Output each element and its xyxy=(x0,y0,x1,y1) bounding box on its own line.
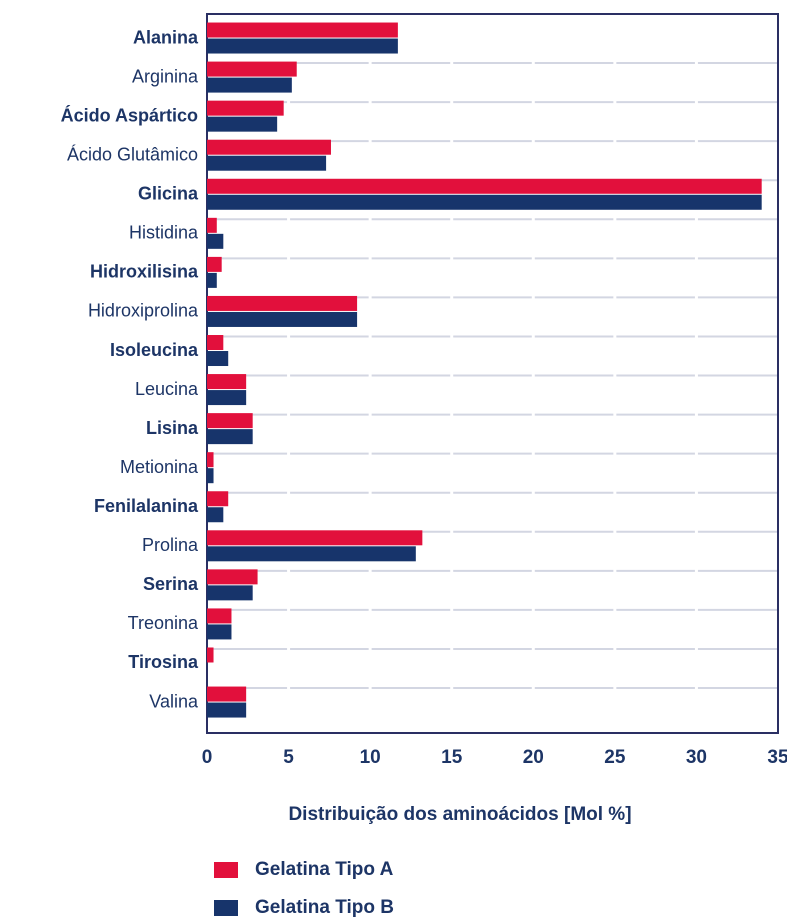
bar xyxy=(207,233,224,249)
x-tick-label: 20 xyxy=(523,747,544,768)
y-tick-label: Lisina xyxy=(146,418,199,438)
x-tick-label: 0 xyxy=(202,747,213,768)
bar xyxy=(207,546,416,562)
bar xyxy=(207,22,398,38)
bar xyxy=(207,217,217,233)
bar xyxy=(207,491,229,507)
y-tick-label: Metionina xyxy=(120,457,199,477)
bar xyxy=(207,61,297,77)
y-tick-label: Alanina xyxy=(133,27,199,47)
bar xyxy=(207,155,327,171)
bar xyxy=(207,530,423,546)
x-tick-label: 25 xyxy=(604,747,626,768)
bar xyxy=(207,429,253,445)
bar xyxy=(207,647,214,663)
bar xyxy=(207,311,358,327)
bar xyxy=(207,295,358,311)
y-tick-label: Hidroxiprolina xyxy=(88,301,199,321)
y-tick-label: Glicina xyxy=(138,184,199,204)
y-tick-label: Prolina xyxy=(142,535,199,555)
bar xyxy=(207,507,224,523)
bar xyxy=(207,351,229,367)
y-tick-label: Treonina xyxy=(128,613,199,633)
bar xyxy=(207,585,253,601)
bar xyxy=(207,194,762,210)
bar xyxy=(207,390,247,406)
bar xyxy=(207,624,232,640)
y-tick-label: Ácido Aspártico xyxy=(61,104,198,125)
bar xyxy=(207,569,258,585)
y-tick-label: Serina xyxy=(143,574,199,594)
bar xyxy=(207,100,284,116)
bar xyxy=(207,38,398,54)
bar xyxy=(207,77,292,93)
bar xyxy=(207,686,247,702)
bar xyxy=(207,335,224,351)
x-tick-label: 5 xyxy=(283,747,294,768)
y-tick-label: Tirosina xyxy=(128,652,199,672)
y-tick-label: Isoleucina xyxy=(110,340,199,360)
bar xyxy=(207,272,217,288)
y-tick-label: Fenilalanina xyxy=(94,496,199,516)
plot-frame xyxy=(206,13,779,734)
bar xyxy=(207,702,247,718)
x-tick-label: 35 xyxy=(767,747,787,768)
legend-label: Gelatina Tipo A xyxy=(255,859,394,880)
bar xyxy=(207,116,278,132)
bar xyxy=(207,468,214,484)
bar xyxy=(207,178,762,194)
bar xyxy=(207,608,232,624)
y-tick-label: Ácido Glutâmico xyxy=(67,144,198,164)
x-tick-label: 30 xyxy=(686,747,707,768)
bar xyxy=(207,413,253,429)
y-tick-label: Hidroxilisina xyxy=(90,262,199,282)
bar xyxy=(207,139,331,155)
legend-label: Gelatina Tipo B xyxy=(255,897,394,918)
x-axis-label: Distribuição dos aminoácidos [Mol %] xyxy=(288,804,631,825)
y-tick-label: Leucina xyxy=(135,379,199,399)
bar xyxy=(207,452,214,468)
legend-swatch xyxy=(214,862,238,878)
x-tick-label: 10 xyxy=(360,747,381,768)
bar xyxy=(207,374,247,390)
y-tick-label: Arginina xyxy=(132,66,199,86)
bar xyxy=(207,256,222,272)
legend-swatch xyxy=(214,900,238,916)
y-tick-label: Valina xyxy=(149,691,199,711)
x-tick-label: 15 xyxy=(441,747,463,768)
y-tick-label: Histidina xyxy=(129,223,199,243)
